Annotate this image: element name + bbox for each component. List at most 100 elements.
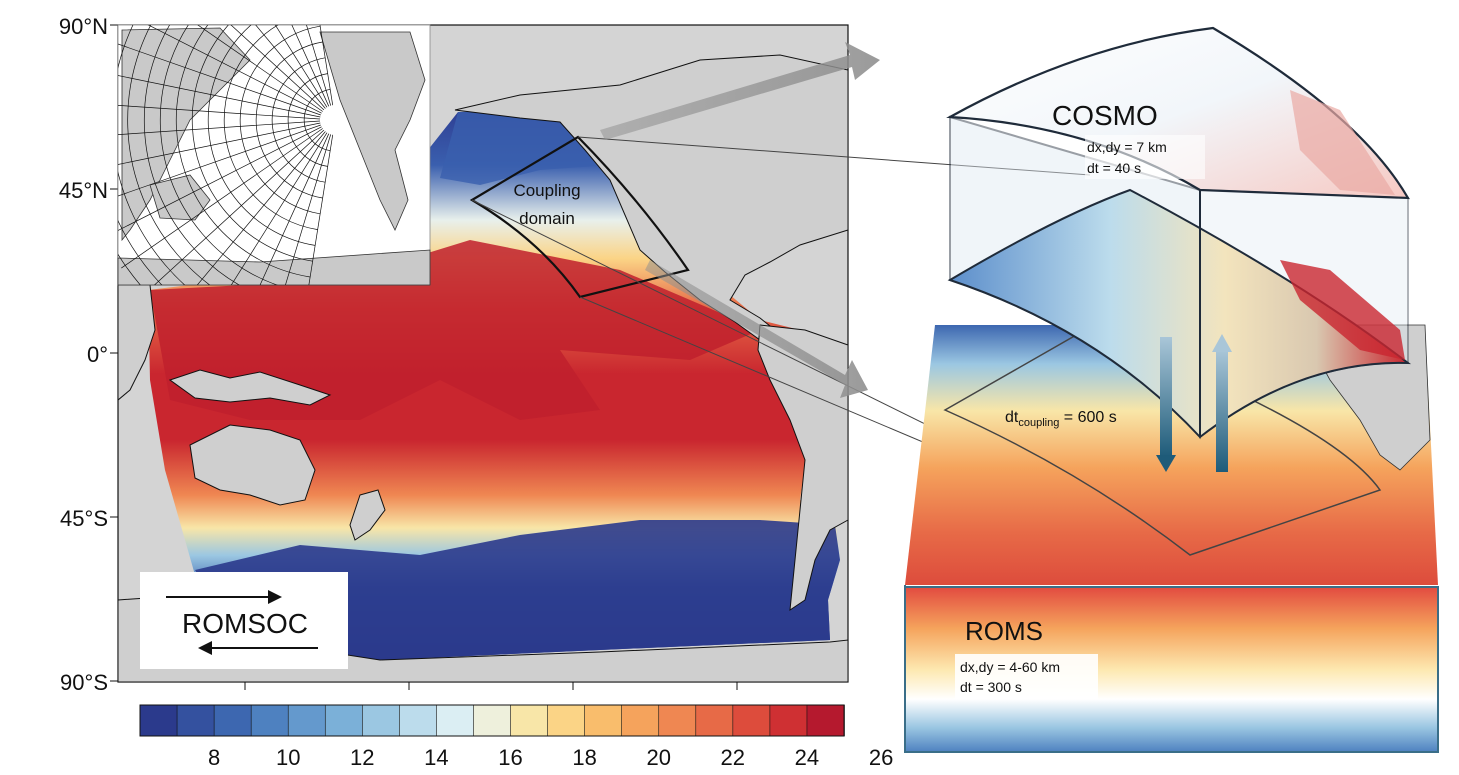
colorbar-ticks: 8 10 12 14 16 18 20 22 24 26 <box>208 745 893 770</box>
colorbar-swatch <box>176 704 215 737</box>
cosmo-info-box <box>1085 135 1205 179</box>
colorbar-tick-label: 24 <box>795 745 819 770</box>
inset-grid-line <box>127 25 211 285</box>
colorbar-tick-label: 20 <box>646 745 670 770</box>
romsoc-box: ROMSOC <box>140 572 348 669</box>
colorbar-swatch <box>436 704 475 737</box>
inset-grid-line <box>147 25 322 114</box>
arrow-to-cosmo-icon <box>600 42 880 140</box>
inset-grid-line <box>291 25 330 107</box>
down-arrow-icon <box>1156 455 1176 472</box>
colorbar-swatch <box>362 704 401 737</box>
north-america <box>454 54 849 341</box>
latitude-axis: 90°N 45°N 0° 45°S 90°S <box>59 14 738 695</box>
romsoc-label: ROMSOC <box>182 608 308 639</box>
inset-grid-line <box>118 105 321 120</box>
inset-grid-line <box>259 133 330 285</box>
coupling-dt-suffix: = 600 s <box>1059 409 1116 426</box>
inset-curvilinear-grid <box>118 25 334 285</box>
lat-label-45n: 45°N <box>59 178 108 203</box>
inset-grid-line <box>319 25 334 106</box>
colorbar-swatch <box>213 704 252 737</box>
lat-label-0: 0° <box>87 342 108 367</box>
inset-grid-line <box>207 25 316 246</box>
inset-antarctica <box>117 249 431 286</box>
arrow-to-roms-icon <box>645 260 868 398</box>
coupling-dt-prefix: dt <box>1005 409 1019 426</box>
left-arrowhead-icon <box>198 641 212 655</box>
colorbar-swatch <box>324 704 364 737</box>
colorbar-swatches <box>139 704 845 737</box>
colorbar-tick-label: 16 <box>498 745 522 770</box>
colorbar-swatch <box>547 704 586 737</box>
down-arrow-shaft-icon <box>1160 337 1172 457</box>
colorbar-tick-label: 8 <box>208 745 220 770</box>
inset-grid-line <box>255 25 326 109</box>
inset-grid-line <box>118 126 322 231</box>
inset-grid-line <box>118 75 321 118</box>
colorbar: 8 10 12 14 16 18 20 22 24 26 <box>139 704 893 770</box>
inset-grid-line <box>191 25 313 262</box>
colorbar-tick-label: 22 <box>721 745 745 770</box>
roms-timestep: dt = 300 s <box>960 679 1022 695</box>
colorbar-swatch <box>584 704 623 737</box>
cosmo-top-land <box>1290 90 1395 195</box>
inset-grid-line <box>287 73 328 167</box>
colorbar-swatch <box>769 704 808 737</box>
coupling-timestep: dtcoupling = 600 s <box>1005 409 1117 429</box>
inset-grid-line <box>118 120 321 135</box>
inset-grid-line <box>159 25 279 285</box>
inset-grid-line <box>121 128 323 269</box>
colorbar-tick-label: 14 <box>424 745 448 770</box>
main-map: Coupling domain 90°N 45°N 0° 45°S 90°S <box>59 14 849 695</box>
coupling-exchange: dtcoupling = 600 s <box>1005 334 1232 472</box>
inset-grid-line <box>118 43 321 116</box>
colorbar-tick-label: 18 <box>572 745 596 770</box>
inset-grid-line <box>255 41 323 199</box>
coupling-label-line1: Coupling <box>513 181 580 200</box>
inset-grid-line <box>306 25 332 106</box>
roms-resolution: dx,dy = 4-60 km <box>960 659 1060 675</box>
colorbar-swatch <box>250 704 290 737</box>
indonesia <box>168 369 332 406</box>
cosmo-base-land <box>1280 260 1405 360</box>
inset-land-americas <box>319 31 426 231</box>
inset-land-australia <box>149 174 211 221</box>
up-arrow-icon <box>1212 334 1232 352</box>
right-arrowhead-icon <box>268 590 282 604</box>
inset-grid-line <box>118 124 321 197</box>
cosmo-base-surface <box>947 188 1412 439</box>
inset-grid-map <box>117 24 431 286</box>
cosmo-block: COSMO dx,dy = 7 km dt = 40 s <box>946 26 1412 440</box>
inset-grid-line <box>308 134 334 285</box>
inset-grid-line <box>144 25 240 285</box>
cosmo-resolution: dx,dy = 7 km <box>1087 139 1167 155</box>
inset-grid-line <box>197 25 323 112</box>
south-america <box>757 324 849 612</box>
gray-pointer-arrows <box>600 42 880 398</box>
roms-title: ROMS <box>965 616 1043 646</box>
inset-grid-line <box>230 25 325 111</box>
cosmo-timestep: dt = 40 s <box>1087 160 1141 176</box>
lat-label-45s: 45°S <box>60 506 108 531</box>
inset-grid-line <box>274 25 328 108</box>
colorbar-tick-label: 26 <box>869 745 893 770</box>
colorbar-swatch <box>473 704 512 737</box>
inset-grid-line <box>239 25 321 215</box>
colorbar-swatch <box>139 704 178 737</box>
colorbar-tick-label: 10 <box>276 745 300 770</box>
inset-grid-line <box>175 25 311 278</box>
colorbar-swatch <box>621 704 660 737</box>
coupling-label-line2: domain <box>519 209 575 228</box>
colorbar-tick-label: 12 <box>350 745 374 770</box>
colorbar-swatch <box>695 704 734 737</box>
colorbar-swatch <box>732 704 771 737</box>
inset-grid-line <box>303 89 331 151</box>
coupling-domain-outline <box>469 135 690 299</box>
cosmo-title: COSMO <box>1052 100 1158 131</box>
colorbar-swatch <box>287 704 327 737</box>
lat-label-90s: 90°S <box>60 670 108 695</box>
colorbar-swatch <box>658 704 697 737</box>
inset-grid-line <box>196 131 326 285</box>
